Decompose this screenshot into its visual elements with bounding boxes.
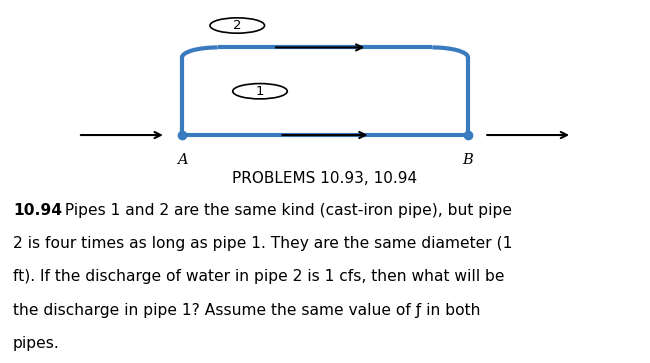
Text: 2 is four times as long as pipe 1. They are the same diameter (1: 2 is four times as long as pipe 1. They … [13, 236, 512, 251]
Text: 2: 2 [233, 19, 242, 32]
Text: Pipes 1 and 2 are the same kind (cast-iron pipe), but pipe: Pipes 1 and 2 are the same kind (cast-ir… [60, 203, 512, 218]
Text: 10.94: 10.94 [13, 203, 62, 218]
Text: the discharge in pipe 1? Assume the same value of ƒ in both: the discharge in pipe 1? Assume the same… [13, 303, 480, 318]
Text: PROBLEMS 10.93, 10.94: PROBLEMS 10.93, 10.94 [233, 171, 417, 186]
Text: pipes.: pipes. [13, 336, 60, 351]
Text: 1: 1 [255, 85, 265, 98]
Text: ft). If the discharge of water in pipe 2 is 1 cfs, then what will be: ft). If the discharge of water in pipe 2… [13, 269, 504, 285]
Text: A: A [177, 153, 187, 167]
Text: B: B [463, 153, 473, 167]
